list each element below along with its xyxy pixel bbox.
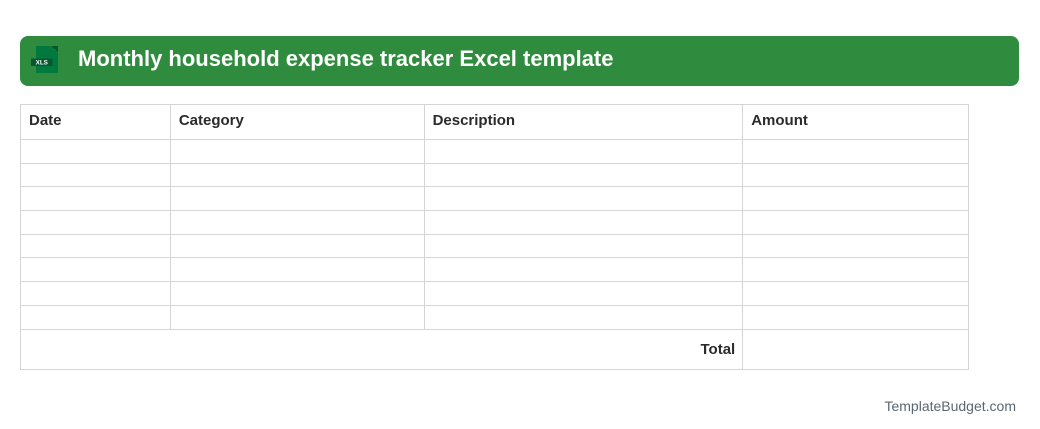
svg-text:XLS: XLS [36,59,48,66]
